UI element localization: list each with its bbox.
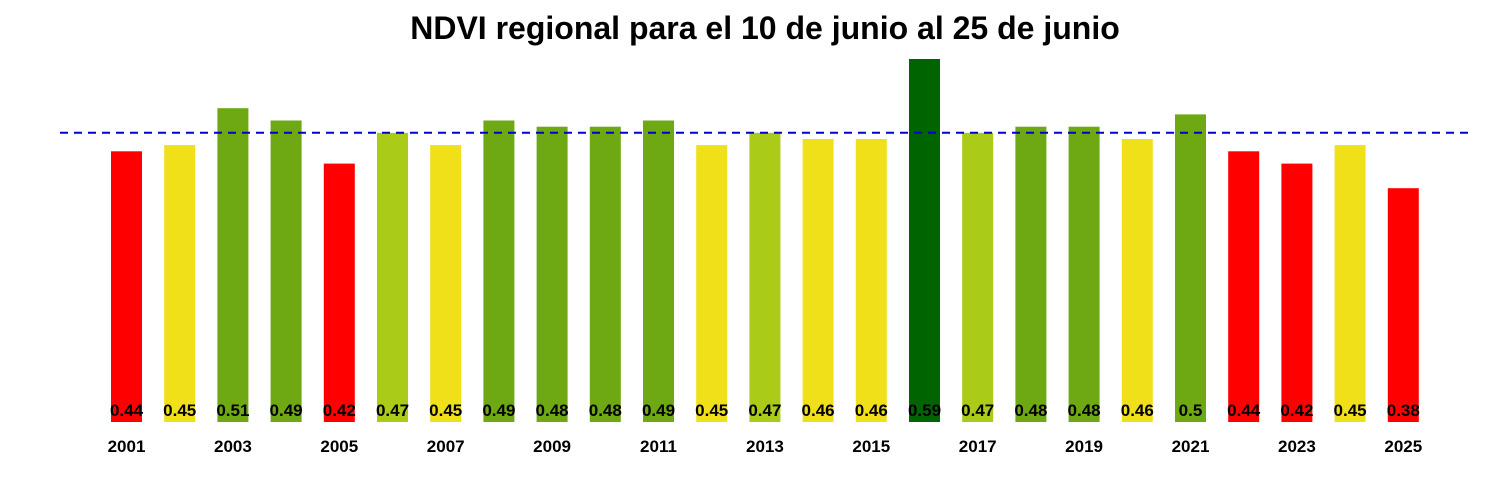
- value-label-2013: 0.47: [748, 401, 781, 420]
- value-label-2025: 0.38: [1387, 401, 1420, 420]
- bar-2004: [270, 120, 302, 422]
- value-label-2006: 0.47: [376, 401, 409, 420]
- value-label-2009: 0.48: [536, 401, 569, 420]
- x-tick-label-2023: 2023: [1278, 437, 1316, 456]
- value-label-2015: 0.46: [855, 401, 888, 420]
- value-label-2005: 0.42: [323, 401, 356, 420]
- bar-2008: [483, 120, 515, 422]
- bar-2019: [1068, 126, 1100, 422]
- value-label-2012: 0.45: [695, 401, 728, 420]
- value-label-2022: 0.44: [1227, 401, 1261, 420]
- bar-2011: [643, 120, 674, 422]
- bar-2014: [802, 139, 834, 422]
- x-tick-label-2019: 2019: [1065, 437, 1103, 456]
- bar-2001: [111, 151, 142, 423]
- value-labels-layer: 0.44 0.45 0.51 0.49 0.42 0.47 0.45 0.49 0.48 0.48…: [110, 401, 1420, 420]
- value-label-2019: 0.48: [1068, 401, 1101, 420]
- bar-2024: [1334, 145, 1366, 422]
- x-tick-label-2001: 2001: [108, 437, 146, 456]
- chart-title: NDVI regional para el 10 de junio al 25 …: [410, 10, 1120, 46]
- value-label-2024: 0.45: [1334, 401, 1367, 420]
- value-label-2003: 0.51: [216, 401, 249, 420]
- x-tick-label-2005: 2005: [320, 437, 358, 456]
- bar-2022: [1228, 151, 1260, 423]
- x-tick-labels-layer: 2001 2003 2005 2007 2009 2011 2013 2015 2017 2019…: [108, 437, 1423, 456]
- value-label-2021: 0.5: [1179, 401, 1203, 420]
- x-tick-label-2025: 2025: [1384, 437, 1422, 456]
- bars-layer: [111, 59, 1419, 423]
- bar-2020: [1121, 139, 1153, 422]
- x-tick-label-2003: 2003: [214, 437, 252, 456]
- bar-2009: [536, 126, 568, 422]
- value-label-2018: 0.48: [1014, 401, 1047, 420]
- x-tick-label-2013: 2013: [746, 437, 784, 456]
- bar-2013: [749, 132, 781, 423]
- bar-2017: [962, 132, 994, 423]
- bar-2018: [1015, 126, 1047, 422]
- bar-2025: [1387, 188, 1419, 422]
- bar-2003: [217, 108, 249, 422]
- x-tick-label-2021: 2021: [1172, 437, 1210, 456]
- value-label-2020: 0.46: [1121, 401, 1154, 420]
- value-label-2010: 0.48: [589, 401, 622, 420]
- bar-2006: [377, 132, 408, 423]
- value-label-2023: 0.42: [1280, 401, 1313, 420]
- value-label-2002: 0.45: [163, 401, 196, 420]
- bar-2015: [855, 139, 887, 422]
- bar-2016: [909, 59, 940, 422]
- x-tick-label-2007: 2007: [427, 437, 465, 456]
- bar-2010: [589, 126, 621, 422]
- x-tick-label-2011: 2011: [640, 437, 677, 456]
- bar-2012: [696, 145, 728, 422]
- value-label-2004: 0.49: [270, 401, 303, 420]
- bar-2021: [1175, 114, 1206, 423]
- value-label-2011: 0.49: [642, 401, 675, 420]
- value-label-2001: 0.44: [110, 401, 144, 420]
- x-tick-label-2015: 2015: [852, 437, 890, 456]
- value-label-2016: 0.59: [908, 401, 941, 420]
- value-label-2017: 0.47: [961, 401, 994, 420]
- value-label-2008: 0.49: [482, 401, 515, 420]
- x-tick-label-2017: 2017: [959, 437, 997, 456]
- value-label-2007: 0.45: [429, 401, 462, 420]
- bar-2007: [430, 145, 462, 422]
- value-label-2014: 0.46: [802, 401, 835, 420]
- x-tick-label-2009: 2009: [533, 437, 571, 456]
- bar-2002: [164, 145, 196, 422]
- bar-2023: [1281, 163, 1313, 422]
- bar-2005: [323, 163, 355, 422]
